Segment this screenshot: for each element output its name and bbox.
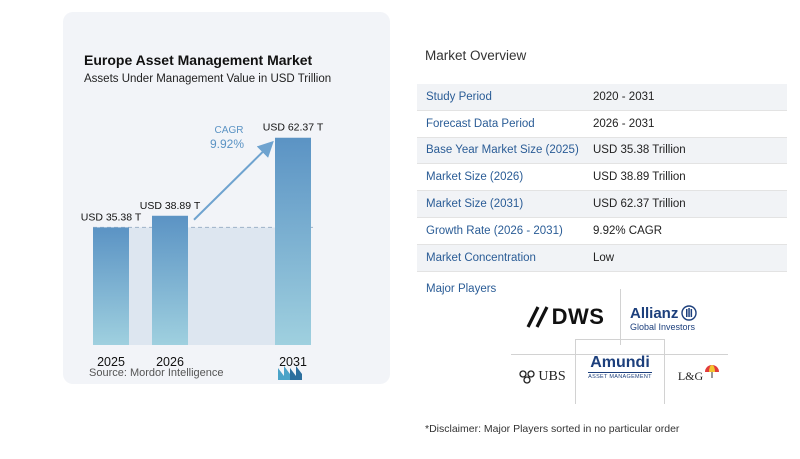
x-tick-label: 2025 [97,355,125,369]
x-tick-label: 2026 [156,355,184,369]
logo-divider [575,339,576,404]
logo-divider [511,354,728,355]
bar-value-label: USD 35.38 T [81,211,142,223]
dws-wordmark: DWS [551,304,605,329]
x-tick-label: 2031 [279,355,307,369]
umbrella-icon [705,365,720,378]
overview-row: Market Size (2026) USD 38.89 Trillion [417,164,787,192]
lg-wordmark: L&G [677,368,704,383]
reference-band [93,227,311,345]
overview-row-key: Market Size (2031) [426,198,524,211]
bar [275,137,311,345]
dws-logo: DWS [520,302,610,332]
overview-row-value: USD 62.37 Trillion [593,198,686,211]
chart-card: Europe Asset Management Market Assets Un… [63,12,390,384]
overview-row: Market Concentration Low [417,244,787,272]
overview-row: Market Size (2031) USD 62.37 Trillion [417,191,787,218]
overview-row: Growth Rate (2026 - 2031) 9.92% CAGR [417,218,787,245]
major-players-label: Major Players [426,283,497,295]
allianz-logo: Allianz Global Investors [630,300,730,336]
overview-row-key: Forecast Data Period [426,117,535,130]
chart-subtitle: Assets Under Management Value in USD Tri… [84,73,332,85]
bar-value-label: USD 38.89 T [140,200,201,212]
allianz-subtitle: Global Investors [630,321,696,332]
overview-row-value: USD 38.89 Trillion [593,171,686,184]
amundi-wordmark: Amundi [590,354,650,371]
overview-row-key: Growth Rate (2026 - 2031) [426,224,563,237]
logo-divider [620,289,621,345]
disclaimer: *Disclaimer: Major Players sorted in no … [425,423,680,435]
overview-row-key: Market Size (2026) [426,171,524,184]
overview-row-value: Low [593,251,615,264]
overview-row-key: Study Period [426,90,492,103]
mordor-logo-icon [278,366,302,380]
bar [152,215,188,345]
amundi-logo: Amundi ASSET MANAGEMENT [580,352,660,382]
overview-row: Study Period 2020 - 2031 [417,84,787,111]
cagr-label: CAGR [215,125,244,136]
bar [93,227,129,345]
ubs-logo: UBS [512,366,572,388]
overview-row-key: Base Year Market Size (2025) [426,144,579,157]
amundi-subtitle: ASSET MANAGEMENT [588,372,652,380]
logo-divider [575,339,665,340]
ubs-keys-icon [519,370,536,384]
ubs-wordmark: UBS [538,369,566,384]
bar-chart: USD 35.38 T 2025 USD 38.89 T 2026 USD 62.37 … [81,122,324,369]
overview-row: Base Year Market Size (2025) USD 35.38 Tr… [417,137,787,165]
logo-divider [664,339,665,404]
cagr-arrow [193,140,274,221]
dws-slash-icon [526,306,549,328]
allianz-wordmark: Allianz [630,304,679,322]
lg-logo: L&G [674,362,724,390]
chart-title: Europe Asset Management Market [84,52,313,68]
overview-row: Forecast Data Period 2026 - 2031 [417,111,787,138]
source-note: Source: Mordor Intelligence [89,367,224,379]
allianz-eagle-icon [681,305,698,321]
overview-row-key: Market Concentration [426,251,536,264]
overview-table: Study Period 2020 - 2031 Forecast Data Per… [417,84,787,272]
overview-row-value: USD 35.38 Trillion [593,144,686,157]
overview-title: Market Overview [425,48,527,63]
overview-row-value: 9.92% CAGR [593,224,663,237]
overview-row-value: 2020 - 2031 [593,90,655,103]
overview-row-value: 2026 - 2031 [593,117,655,130]
cagr-value: 9.92% [210,137,244,151]
bar-value-label: USD 62.37 T [263,122,324,134]
